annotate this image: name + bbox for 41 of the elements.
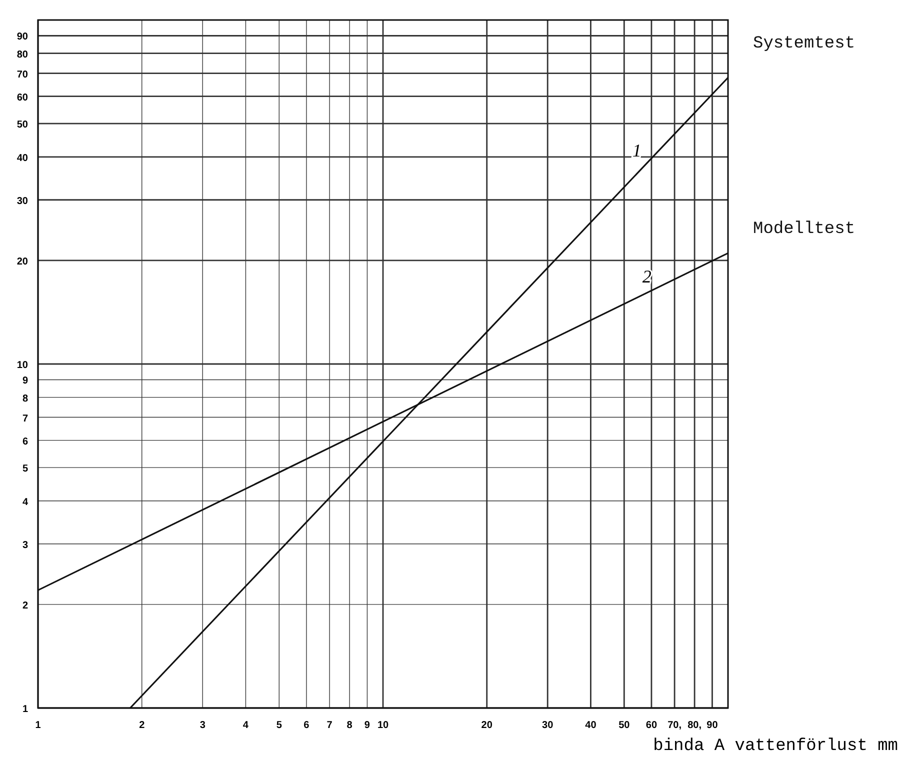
x-tick-label: 2	[139, 720, 146, 731]
x-tick-label: 40	[585, 720, 597, 731]
x-tick-label: 80,	[688, 720, 702, 731]
y-tick-label: 50	[16, 120, 28, 131]
x-tick-label: 20	[481, 720, 493, 731]
y-tick-label: 60	[16, 92, 28, 104]
annotation: 1	[632, 140, 642, 161]
y-tick-label: 8	[22, 393, 28, 404]
text: Systemtest	[753, 34, 856, 54]
y-tick-label: 3	[22, 540, 28, 551]
x-tick-label: 70,	[668, 720, 682, 731]
y-tick-label: 20	[16, 256, 28, 268]
x-tick-label: 90	[706, 720, 718, 731]
x-tick-label: 5	[276, 720, 282, 731]
x-tick-label: 30	[542, 720, 554, 731]
y-tick-label: 7	[22, 413, 28, 424]
x-tick-label: 1	[35, 720, 42, 731]
annotation: 2	[642, 266, 652, 286]
y-tick-label: 10	[16, 360, 28, 371]
x-axis-title: binda A vattenförlust mm	[653, 737, 898, 756]
x-tick-label: 50	[618, 720, 630, 731]
series-label: Modelltest	[753, 220, 856, 240]
y-tick-label: 40	[16, 152, 28, 164]
x-tick-label: 60	[646, 720, 658, 731]
y-tick-label: 5	[22, 464, 28, 475]
y-tick-label: 9	[22, 376, 28, 387]
y-tick-label: 1	[22, 704, 28, 715]
y-tick-label: 70	[16, 69, 28, 80]
y-tick-label: 90	[16, 32, 28, 43]
x-tick-label: 3	[200, 720, 206, 731]
x-tick-label: 7	[326, 720, 333, 731]
x-tick-label: 4	[242, 720, 249, 731]
y-tick-label: 4	[22, 496, 28, 508]
y-tick-label: 6	[22, 436, 28, 448]
x-tick-label: 10	[377, 720, 389, 731]
x-tick-label: 8	[346, 720, 353, 731]
y-tick-label: 80	[16, 49, 28, 60]
y-tick-label: 30	[16, 196, 28, 207]
x-tick-label: 9	[364, 720, 370, 731]
x-tick-label: 6	[304, 720, 310, 731]
y-tick-label: 2	[22, 600, 28, 612]
